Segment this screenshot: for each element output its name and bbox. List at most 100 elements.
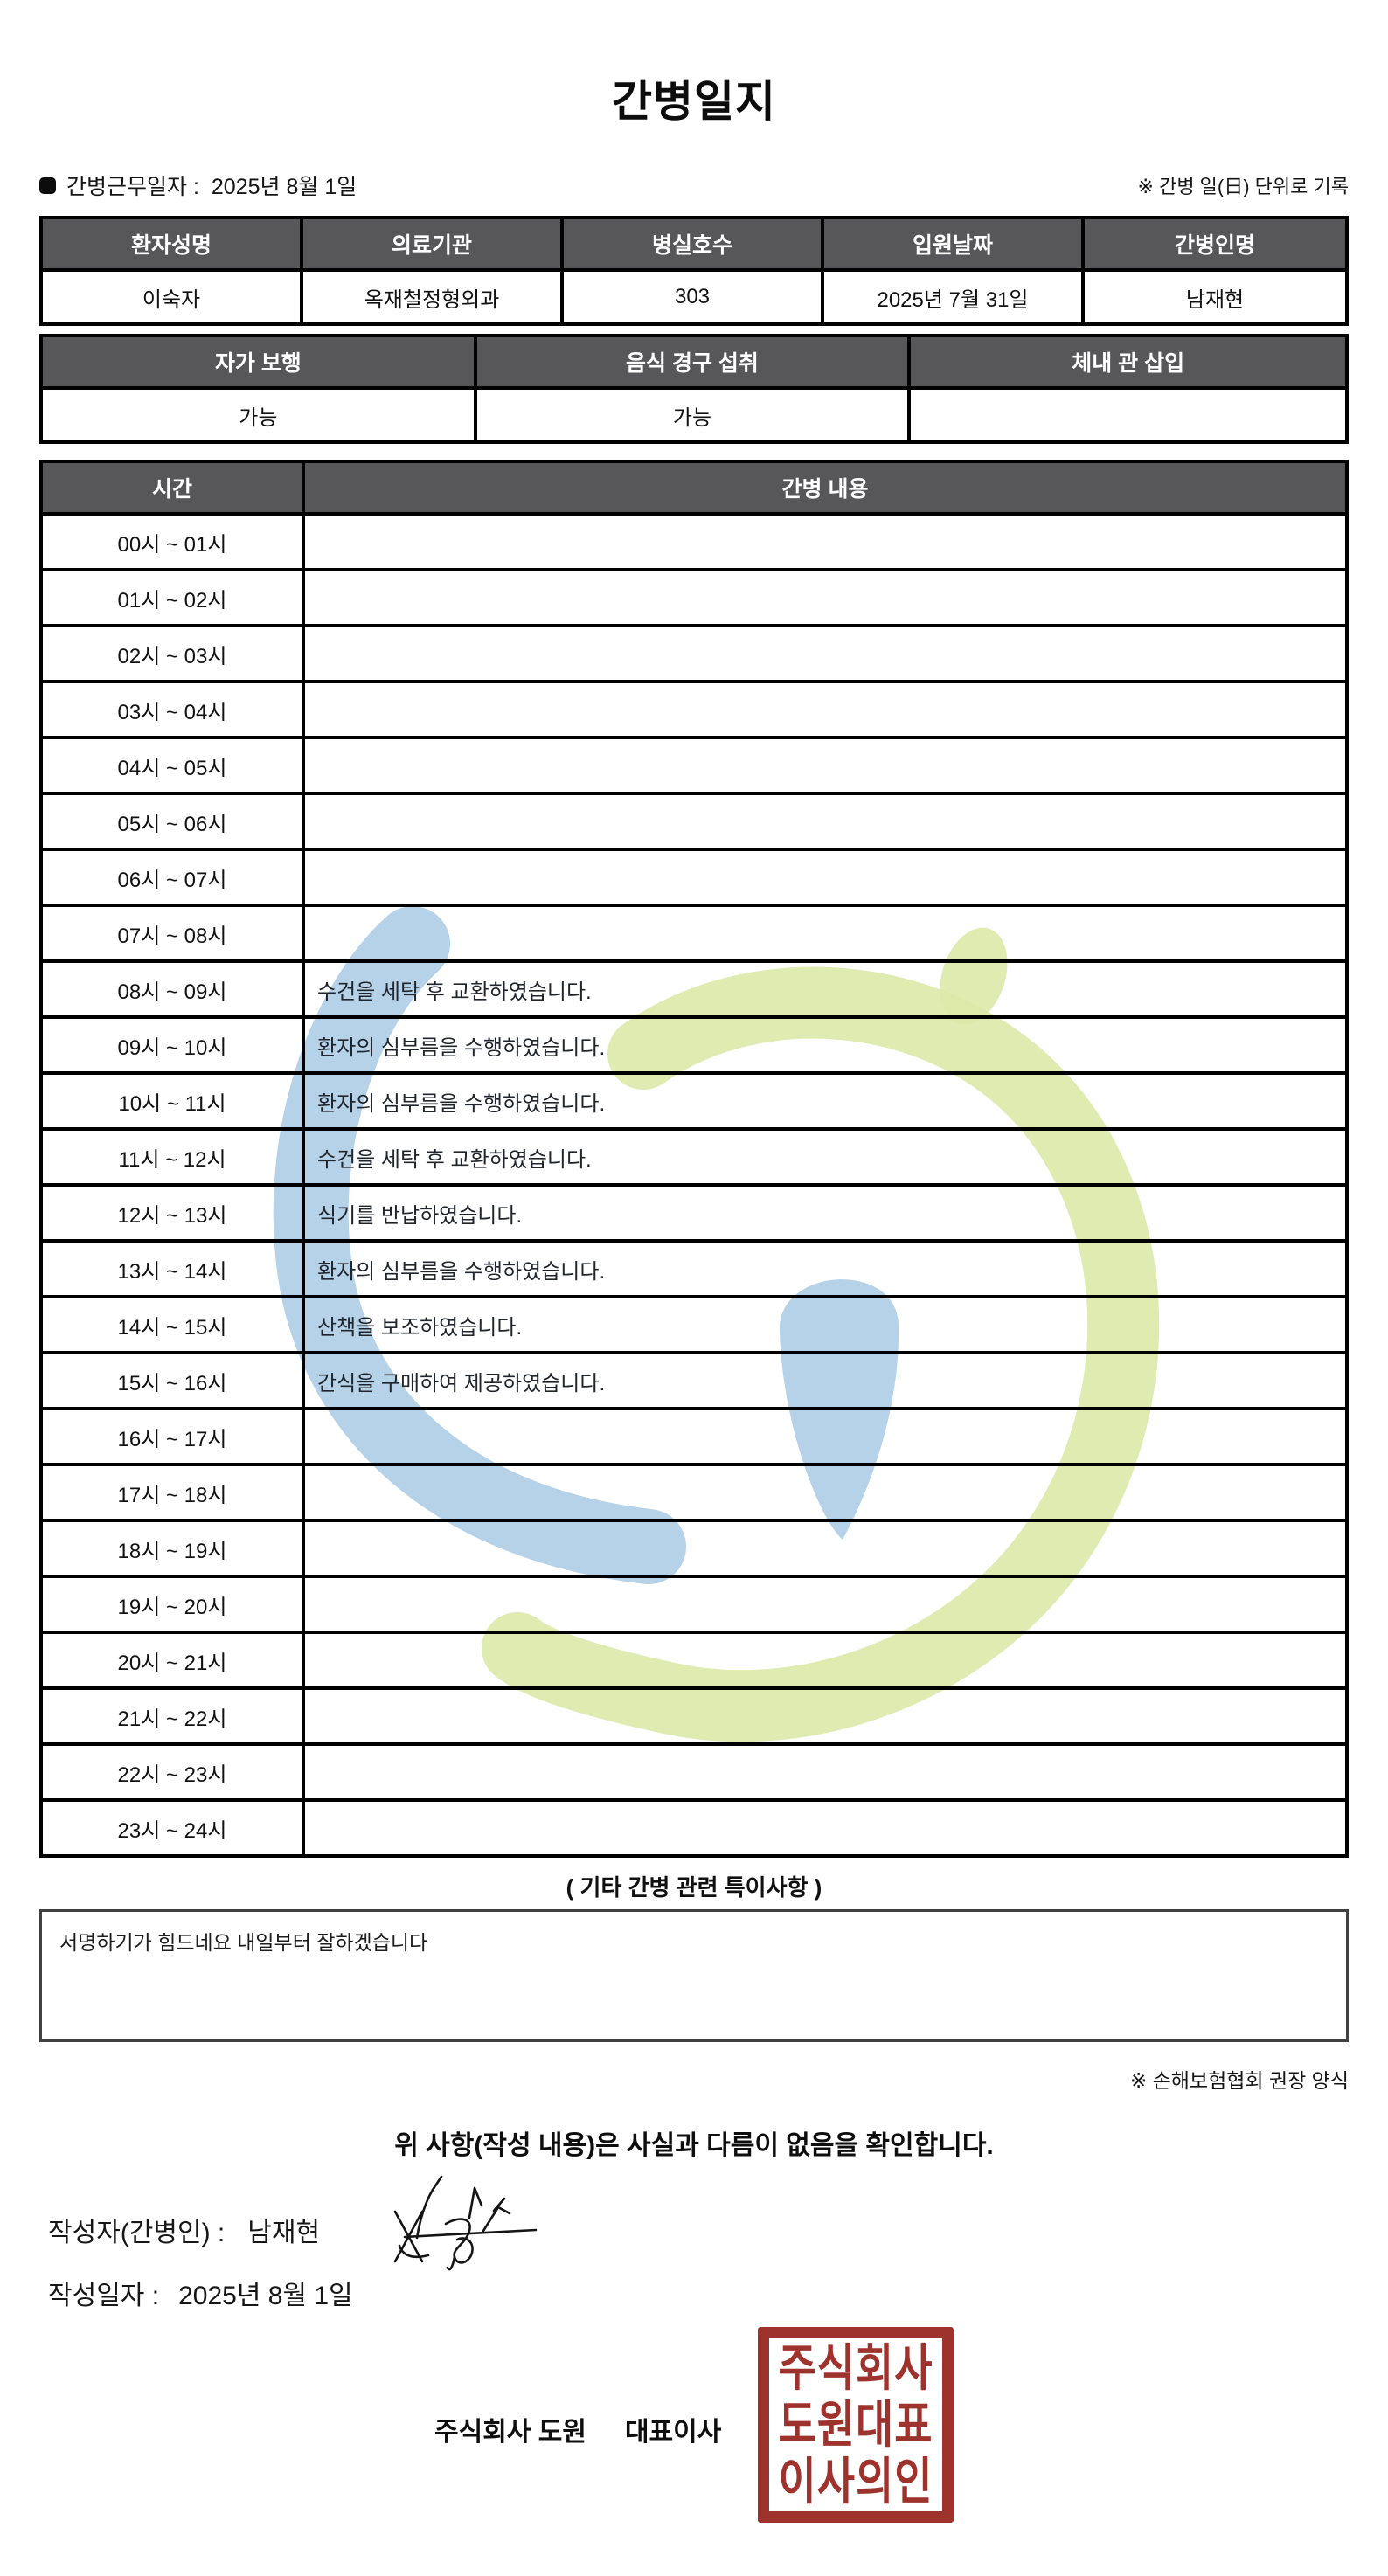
work-date-value: 2025년 8월 1일: [211, 175, 357, 199]
room-number-value: 303: [564, 272, 824, 322]
meta-row: 간병근무일자 : 2025년 8월 1일 ※ 간병 일(日) 단위로 기록: [39, 166, 1349, 204]
company-line: 주식회사 도원 대표이사: [434, 2410, 721, 2448]
care-log-row-21: 21시 ~ 22시: [43, 1690, 1345, 1746]
care-log-row-06: 06시 ~ 07시: [43, 851, 1345, 907]
header-time: 시간: [43, 463, 305, 512]
care-content: [305, 1746, 1345, 1798]
patient-status-header-row: 자가 보행 음식 경구 섭취 체내 관 삽입: [43, 337, 1345, 390]
care-content: [305, 907, 1345, 959]
care-content: 식기를 반납하였습니다.: [317, 1203, 523, 1228]
time-label: 21시 ~ 22시: [43, 1690, 305, 1742]
medical-institution-value: 옥재철정형외과: [303, 272, 564, 322]
seal-row-2: 도원대표: [778, 2396, 933, 2453]
time-label: 06시 ~ 07시: [43, 851, 305, 904]
self-walking-value: 가능: [43, 390, 477, 440]
care-content: [305, 1578, 1345, 1631]
work-date-line: 간병근무일자 : 2025년 8월 1일: [39, 170, 357, 201]
insurance-form-note: ※ 손해보험협회 권장 양식: [1129, 2069, 1349, 2092]
care-log-row-12: 12시 ~ 13시 식기를 반납하였습니다.: [43, 1187, 1345, 1243]
care-content: 수건을 세탁 후 교환하였습니다.: [317, 1147, 592, 1172]
header-tube-insertion: 체내 관 삽입: [911, 337, 1345, 386]
time-label: 10시 ~ 11시: [43, 1075, 305, 1127]
time-label: 19시 ~ 20시: [43, 1578, 305, 1631]
time-label: 04시 ~ 05시: [43, 739, 305, 792]
care-log-table: 시간 간병 내용 00시 ~ 01시 01시 ~ 02시 02시 ~ 03시 0…: [39, 460, 1349, 1858]
care-content: [305, 683, 1345, 736]
seal-row-1: 주식회사: [778, 2339, 933, 2397]
care-log-row-10: 10시 ~ 11시 환자의 심부름을 수행하였습니다.: [43, 1075, 1345, 1131]
time-label: 07시 ~ 08시: [43, 907, 305, 959]
bullet-square-icon: [39, 177, 56, 194]
care-content: [305, 1634, 1345, 1686]
care-content: [305, 1410, 1345, 1463]
header-room-number: 병실호수: [564, 219, 824, 268]
time-label: 08시 ~ 09시: [43, 963, 305, 1015]
time-label: 00시 ~ 01시: [43, 516, 305, 568]
header-admission-date: 입원날짜: [824, 219, 1085, 268]
time-label: 11시 ~ 12시: [43, 1131, 305, 1183]
time-label: 05시 ~ 06시: [43, 795, 305, 848]
care-content: 환자의 심부름을 수행하였습니다.: [317, 1259, 606, 1284]
care-log-header-row: 시간 간병 내용: [43, 463, 1345, 516]
written-date-value: 2025년 8월 1일: [178, 2282, 353, 2310]
time-label: 17시 ~ 18시: [43, 1466, 305, 1519]
time-label: 01시 ~ 02시: [43, 571, 305, 624]
time-label: 03시 ~ 04시: [43, 683, 305, 736]
corporate-seal-stamp: 주식회사 도원대표 이사의인: [758, 2327, 954, 2523]
care-log-row-23: 23시 ~ 24시: [43, 1802, 1345, 1854]
care-content: [305, 1802, 1345, 1854]
writer-label: 작성자(간병인) :: [48, 2219, 226, 2247]
care-content: 환자의 심부름을 수행하였습니다.: [317, 1035, 606, 1060]
patient-info-table: 환자성명 의료기관 병실호수 입원날짜 간병인명 이숙자 옥재철정형외과 303…: [39, 216, 1349, 326]
writer-name: 남재현: [247, 2219, 321, 2247]
care-log-row-01: 01시 ~ 02시: [43, 571, 1345, 627]
care-log-row-20: 20시 ~ 21시: [43, 1634, 1345, 1690]
special-notes-box: 서명하기가 힘드네요 내일부터 잘하겠습니다: [39, 1909, 1349, 2042]
header-patient-name: 환자성명: [43, 219, 303, 268]
care-log-row-04: 04시 ~ 05시: [43, 739, 1345, 795]
care-log-row-13: 13시 ~ 14시 환자의 심부름을 수행하였습니다.: [43, 1243, 1345, 1298]
time-label: 22시 ~ 23시: [43, 1746, 305, 1798]
care-content: 환자의 심부름을 수행하였습니다.: [317, 1091, 606, 1116]
time-label: 23시 ~ 24시: [43, 1802, 305, 1854]
caregiver-signature: [393, 2175, 538, 2271]
page-title: 간병일지: [612, 77, 776, 126]
care-content: [305, 1690, 1345, 1742]
confirmation-statement: 위 사항(작성 내용)은 사실과 다름이 없음을 확인합니다.: [394, 2131, 994, 2160]
care-log-row-16: 16시 ~ 17시: [43, 1410, 1345, 1466]
care-content: [305, 739, 1345, 792]
header-caregiver-name: 간병인명: [1085, 219, 1345, 268]
care-content: [305, 1522, 1345, 1575]
admission-date-value: 2025년 7월 31일: [824, 272, 1085, 322]
patient-info-header-row: 환자성명 의료기관 병실호수 입원날짜 간병인명: [43, 219, 1345, 272]
care-content: [305, 795, 1345, 848]
care-content: [305, 851, 1345, 904]
care-log-row-15: 15시 ~ 16시 간식을 구매하여 제공하였습니다.: [43, 1354, 1345, 1410]
oral-intake-value: 가능: [477, 390, 912, 440]
seal-row-3: 이사의인: [778, 2452, 933, 2510]
care-content: [305, 627, 1345, 680]
care-log-row-19: 19시 ~ 20시: [43, 1578, 1345, 1634]
written-date-label: 작성일자 :: [48, 2282, 160, 2310]
patient-status-value-row: 가능 가능: [43, 390, 1345, 440]
caregiver-name-value: 남재현: [1185, 287, 1245, 312]
special-notes-heading: ( 기타 간병 관련 특이사항 ): [566, 1874, 822, 1901]
time-label: 09시 ~ 10시: [43, 1019, 305, 1071]
care-content: 산책을 보조하였습니다.: [317, 1315, 523, 1340]
care-log-row-17: 17시 ~ 18시: [43, 1466, 1345, 1522]
header-care-content: 간병 내용: [305, 463, 1345, 512]
written-date-line: 작성일자 : 2025년 8월 1일: [48, 2274, 353, 2312]
time-label: 13시 ~ 14시: [43, 1243, 305, 1295]
time-label: 20시 ~ 21시: [43, 1634, 305, 1686]
time-label: 15시 ~ 16시: [43, 1354, 305, 1407]
time-label: 02시 ~ 03시: [43, 627, 305, 680]
care-log-row-02: 02시 ~ 03시: [43, 627, 1345, 683]
patient-status-table: 자가 보행 음식 경구 섭취 체내 관 삽입 가능 가능: [39, 334, 1349, 444]
company-gap: [586, 2410, 625, 2448]
care-content: [305, 571, 1345, 624]
care-log-row-05: 05시 ~ 06시: [43, 795, 1345, 851]
care-content: 간식을 구매하여 제공하였습니다.: [317, 1371, 606, 1395]
header-self-walking: 자가 보행: [43, 337, 477, 386]
